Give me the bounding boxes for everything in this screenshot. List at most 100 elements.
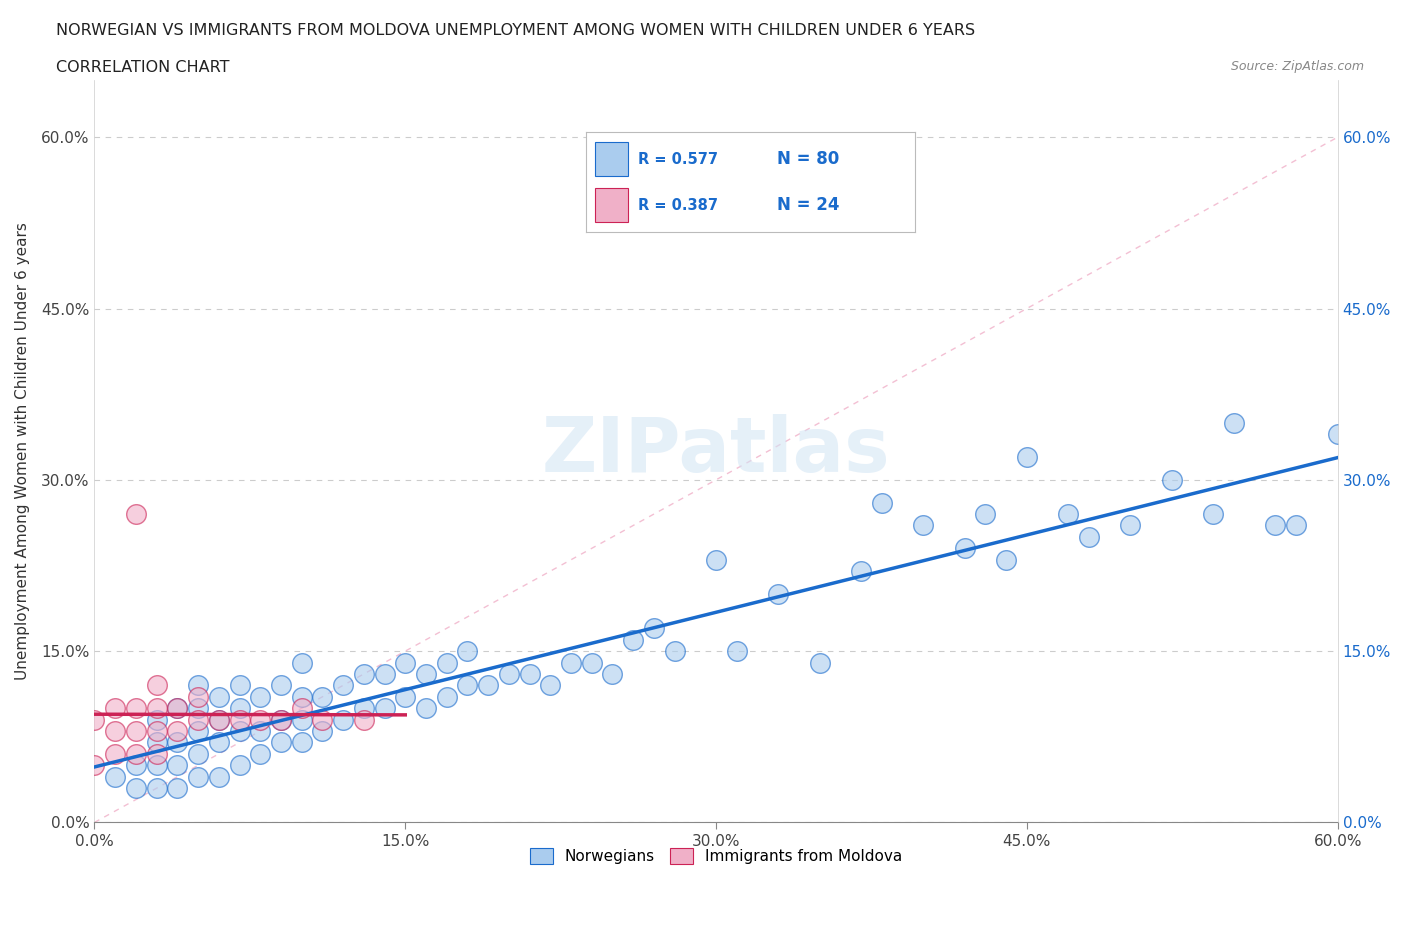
- Point: [125, 724, 148, 738]
- Point: [125, 758, 148, 773]
- Point: [353, 701, 375, 716]
- Point: [187, 712, 209, 727]
- Point: [228, 712, 250, 727]
- Point: [456, 678, 478, 693]
- Point: [166, 724, 188, 738]
- Point: [104, 747, 127, 762]
- Point: [291, 735, 314, 750]
- Point: [249, 747, 271, 762]
- Point: [145, 678, 167, 693]
- Point: [332, 678, 354, 693]
- Point: [270, 678, 292, 693]
- Point: [621, 632, 644, 647]
- Point: [291, 712, 314, 727]
- Point: [291, 655, 314, 670]
- Point: [145, 712, 167, 727]
- Point: [477, 678, 499, 693]
- Point: [83, 758, 105, 773]
- Point: [145, 780, 167, 795]
- Text: Source: ZipAtlas.com: Source: ZipAtlas.com: [1230, 60, 1364, 73]
- Point: [291, 701, 314, 716]
- Point: [208, 769, 231, 784]
- Point: [104, 769, 127, 784]
- Point: [1223, 416, 1246, 431]
- Point: [228, 678, 250, 693]
- Point: [166, 780, 188, 795]
- Point: [104, 701, 127, 716]
- Point: [1326, 427, 1348, 442]
- Point: [1078, 529, 1101, 544]
- Point: [270, 712, 292, 727]
- Point: [187, 769, 209, 784]
- Point: [808, 655, 831, 670]
- Point: [766, 587, 789, 602]
- Point: [125, 701, 148, 716]
- Point: [415, 667, 437, 682]
- Point: [270, 712, 292, 727]
- Point: [249, 689, 271, 704]
- Point: [311, 724, 333, 738]
- Point: [208, 735, 231, 750]
- Point: [974, 507, 997, 522]
- Point: [1119, 518, 1142, 533]
- Point: [125, 507, 148, 522]
- Point: [1057, 507, 1080, 522]
- Point: [1015, 449, 1038, 464]
- Point: [145, 724, 167, 738]
- Point: [374, 701, 396, 716]
- Point: [415, 701, 437, 716]
- Point: [83, 712, 105, 727]
- Point: [208, 689, 231, 704]
- Point: [353, 667, 375, 682]
- Point: [912, 518, 935, 533]
- Point: [145, 735, 167, 750]
- Point: [849, 564, 872, 578]
- Point: [581, 655, 603, 670]
- Point: [187, 747, 209, 762]
- Point: [332, 712, 354, 727]
- Point: [228, 701, 250, 716]
- Point: [208, 712, 231, 727]
- Text: ZIPatlas: ZIPatlas: [541, 414, 890, 488]
- Point: [498, 667, 520, 682]
- Point: [228, 724, 250, 738]
- Point: [1264, 518, 1286, 533]
- Point: [1202, 507, 1225, 522]
- Point: [249, 712, 271, 727]
- Point: [519, 667, 541, 682]
- Legend: Norwegians, Immigrants from Moldova: Norwegians, Immigrants from Moldova: [523, 843, 908, 870]
- Point: [145, 701, 167, 716]
- Point: [125, 780, 148, 795]
- Point: [374, 667, 396, 682]
- Point: [1285, 518, 1308, 533]
- Point: [643, 621, 665, 636]
- Point: [725, 644, 748, 658]
- Point: [560, 655, 582, 670]
- Point: [602, 667, 624, 682]
- Point: [1160, 472, 1182, 487]
- Point: [394, 655, 416, 670]
- Point: [187, 724, 209, 738]
- Point: [870, 495, 893, 510]
- Point: [249, 724, 271, 738]
- Point: [166, 758, 188, 773]
- Point: [311, 712, 333, 727]
- Text: NORWEGIAN VS IMMIGRANTS FROM MOLDOVA UNEMPLOYMENT AMONG WOMEN WITH CHILDREN UNDE: NORWEGIAN VS IMMIGRANTS FROM MOLDOVA UNE…: [56, 23, 976, 38]
- Point: [187, 701, 209, 716]
- Point: [953, 541, 976, 556]
- Point: [166, 701, 188, 716]
- Point: [394, 689, 416, 704]
- Point: [270, 735, 292, 750]
- Point: [995, 552, 1018, 567]
- Point: [311, 689, 333, 704]
- Point: [456, 644, 478, 658]
- Point: [145, 758, 167, 773]
- Point: [436, 655, 458, 670]
- Point: [145, 747, 167, 762]
- Point: [436, 689, 458, 704]
- Point: [104, 724, 127, 738]
- Point: [208, 712, 231, 727]
- Point: [166, 735, 188, 750]
- Point: [228, 758, 250, 773]
- Point: [353, 712, 375, 727]
